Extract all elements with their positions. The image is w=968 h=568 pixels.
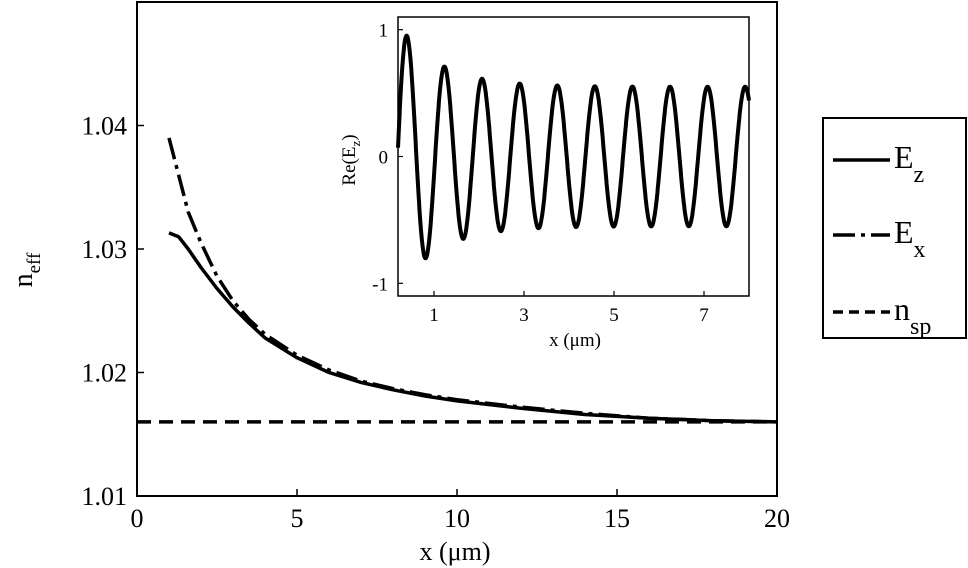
- inset-y-ticks: -1 0 1: [372, 21, 403, 295]
- x-tick-label: 15: [604, 504, 630, 533]
- legend-label: nsp: [894, 291, 931, 340]
- main-y-axis-label-main: n: [8, 273, 39, 287]
- inset-x-tick-label: 5: [609, 305, 619, 326]
- main-x-axis-label: x (μm): [420, 537, 491, 566]
- legend-frame: [822, 117, 967, 339]
- inset-x-tick-label: 1: [429, 305, 439, 326]
- inset-plot-background: [398, 17, 749, 296]
- main-y-ticks: 1.01 1.02 1.03 1.04: [82, 112, 144, 511]
- y-tick-label: 1.02: [82, 359, 128, 388]
- inset-x-tick-label: 3: [519, 305, 529, 326]
- main-plot: 0 5 10 15 20 1.011.021.031.04 x (μm) neff: [8, 1, 790, 566]
- inset-y-axis-label-end: ): [339, 134, 360, 140]
- inset-plot: 1 3 5 7 -1 0 1 x (μm) Re(Ez): [339, 16, 751, 351]
- main-y-axis-label-sub: eff: [24, 252, 45, 273]
- series-line-1: [167, 137, 778, 424]
- x-tick-label: 20: [764, 504, 790, 533]
- main-y-axis-label: neff: [8, 252, 45, 287]
- x-tick-label: 10: [444, 504, 470, 533]
- inset-y-tick-label: -1: [372, 274, 388, 295]
- inset-x-ticks: 1 3 5 7: [429, 291, 709, 326]
- inset-y-tick-label: 0: [379, 148, 389, 169]
- main-x-ticks: 0 5 10 15 20: [131, 489, 790, 533]
- legend-label-sub: z: [914, 162, 925, 188]
- legend-items: Ez Ex nsp: [833, 139, 931, 340]
- main-series-group: [137, 137, 778, 424]
- x-tick-label: 0: [131, 504, 144, 533]
- inset-y-tick-label: 1: [379, 21, 389, 42]
- inset-x-axis-label: x (μm): [549, 330, 601, 351]
- y-tick-label: 1.03: [82, 235, 128, 264]
- series-line-0: [168, 231, 778, 424]
- inset-y-axis-label: Re(Ez): [339, 134, 363, 185]
- legend-label: Ex: [894, 214, 926, 263]
- inset-y-axis-label-sub: z: [348, 141, 363, 147]
- inset-series-line: [396, 33, 751, 261]
- x-tick-label: 5: [291, 504, 304, 533]
- legend-label-sub: sp: [910, 314, 931, 340]
- inset-y-axis-label-main: Re(E: [339, 147, 360, 186]
- legend: Ez Ex nsp: [822, 117, 967, 340]
- inset-x-tick-label: 7: [699, 305, 709, 326]
- y-tick-label: 1.04: [82, 112, 128, 141]
- legend-label-sub: x: [914, 237, 926, 263]
- inset-series-group: [396, 33, 751, 261]
- y-tick-label: 1.01: [82, 482, 128, 511]
- legend-label: Ez: [894, 139, 924, 188]
